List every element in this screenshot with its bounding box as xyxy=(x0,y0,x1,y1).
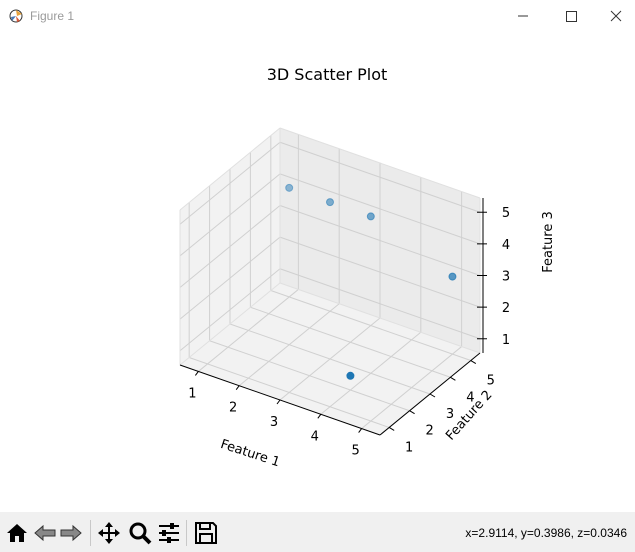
x-tick-label: 5 xyxy=(351,444,359,459)
title-bar: Figure 1 xyxy=(0,0,635,32)
x-tick-label: 4 xyxy=(311,429,319,444)
x-tick xyxy=(317,413,322,419)
y-tick xyxy=(429,393,436,398)
grid-line xyxy=(189,356,390,428)
cursor-coordinates: x=2.9114, y=0.3986, z=0.0346 xyxy=(465,526,627,540)
z-tick-label: 4 xyxy=(502,238,510,253)
grid-line xyxy=(279,141,481,213)
pane-edge xyxy=(279,282,481,354)
z-tick-label: 1 xyxy=(502,333,510,348)
pane-edge xyxy=(279,127,481,199)
grid-line xyxy=(179,236,281,320)
pane-edge xyxy=(179,127,281,211)
zoom-icon[interactable] xyxy=(127,520,153,546)
app-icon xyxy=(9,9,23,23)
grid-line xyxy=(250,306,451,378)
toolbar-separator xyxy=(186,520,187,546)
minimize-icon xyxy=(518,15,528,17)
x-tick xyxy=(276,399,281,405)
scatter-point xyxy=(285,183,294,192)
z-axis-label: Feature 3 xyxy=(541,211,556,273)
grid-line xyxy=(279,205,481,276)
toolbar-separator xyxy=(90,520,91,546)
pane-edge xyxy=(179,282,281,366)
grid-line xyxy=(179,141,281,225)
x-tick xyxy=(194,371,199,376)
x-tick-label: 1 xyxy=(188,386,196,401)
scatter-point xyxy=(326,198,334,207)
grid-line xyxy=(179,205,281,288)
maximize-icon xyxy=(566,11,577,22)
grid-line xyxy=(229,323,431,395)
y-tick-label: 2 xyxy=(425,424,433,439)
x-tick xyxy=(358,428,363,433)
x-axis-label: Feature 1 xyxy=(219,437,282,470)
forward-icon[interactable] xyxy=(58,520,84,546)
grid-line xyxy=(179,268,281,352)
close-icon xyxy=(610,10,622,22)
scatter-point xyxy=(448,272,457,281)
chart-title: 3D Scatter Plot xyxy=(267,65,388,84)
z-tick-label: 5 xyxy=(502,206,510,221)
grid-line xyxy=(279,236,481,308)
y-tick xyxy=(450,376,456,381)
close-button[interactable] xyxy=(594,0,635,32)
y-tick xyxy=(409,410,415,415)
y-tick-label: 4 xyxy=(466,390,474,405)
grid-line xyxy=(279,173,481,245)
window-title: Figure 1 xyxy=(30,9,75,23)
navigation-toolbar: x=2.9114, y=0.3986, z=0.0346 xyxy=(0,512,635,552)
z-tick-label: 2 xyxy=(502,301,510,316)
home-icon[interactable] xyxy=(4,520,30,546)
grid-line xyxy=(179,173,281,257)
z-tick-label: 3 xyxy=(502,270,510,285)
minimize-button[interactable] xyxy=(500,0,546,32)
y-tick-label: 5 xyxy=(487,374,495,389)
grid-line xyxy=(279,268,481,340)
y-tick-label: 1 xyxy=(405,440,413,455)
pan-icon[interactable] xyxy=(96,520,122,546)
x-tick xyxy=(235,385,240,391)
y-tick xyxy=(388,427,395,431)
x-tick-label: 3 xyxy=(270,415,278,430)
x-tick-label: 2 xyxy=(229,401,237,416)
maximize-button[interactable] xyxy=(548,0,594,32)
scatter-point xyxy=(346,371,355,380)
grid-line xyxy=(209,340,410,412)
y-tick-label: 3 xyxy=(446,407,454,422)
scatter-point xyxy=(366,212,375,221)
save-icon[interactable] xyxy=(193,520,219,546)
grid-line xyxy=(270,290,471,362)
configure-subplots-icon[interactable] xyxy=(156,520,182,546)
y-tick xyxy=(470,360,477,364)
back-icon[interactable] xyxy=(32,520,58,546)
